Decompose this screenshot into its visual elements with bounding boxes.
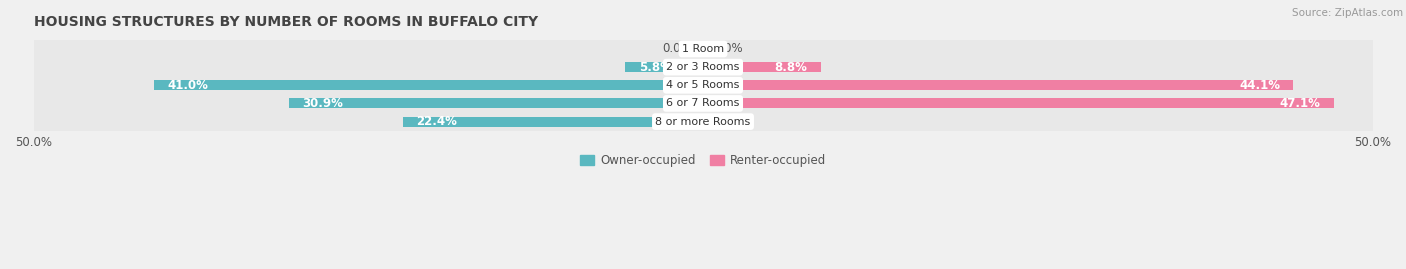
Bar [703, 98, 1334, 108]
Text: 0.0%: 0.0% [714, 115, 744, 128]
Text: 47.1%: 47.1% [1279, 97, 1320, 110]
Text: 4 or 5 Rooms: 4 or 5 Rooms [666, 80, 740, 90]
Bar [34, 58, 1372, 76]
Text: 44.1%: 44.1% [1239, 79, 1279, 92]
Text: 2 or 3 Rooms: 2 or 3 Rooms [666, 62, 740, 72]
Text: 8 or more Rooms: 8 or more Rooms [655, 116, 751, 127]
Bar [703, 62, 821, 72]
Text: Source: ZipAtlas.com: Source: ZipAtlas.com [1292, 8, 1403, 18]
Text: 0.0%: 0.0% [714, 43, 744, 55]
Text: 30.9%: 30.9% [302, 97, 343, 110]
Bar [155, 80, 703, 90]
Bar [34, 94, 1372, 112]
Bar [404, 116, 703, 127]
Text: 1 Room: 1 Room [682, 44, 724, 54]
Text: 41.0%: 41.0% [167, 79, 208, 92]
Bar [34, 112, 1372, 131]
Bar [290, 98, 703, 108]
Text: 6 or 7 Rooms: 6 or 7 Rooms [666, 98, 740, 108]
Bar [626, 62, 703, 72]
Text: 22.4%: 22.4% [416, 115, 457, 128]
Bar [703, 80, 1294, 90]
Bar [34, 40, 1372, 58]
Bar [34, 76, 1372, 94]
Legend: Owner-occupied, Renter-occupied: Owner-occupied, Renter-occupied [575, 150, 831, 172]
Text: 0.0%: 0.0% [662, 43, 692, 55]
Text: 8.8%: 8.8% [775, 61, 807, 74]
Text: 5.8%: 5.8% [638, 61, 672, 74]
Text: HOUSING STRUCTURES BY NUMBER OF ROOMS IN BUFFALO CITY: HOUSING STRUCTURES BY NUMBER OF ROOMS IN… [34, 15, 537, 29]
